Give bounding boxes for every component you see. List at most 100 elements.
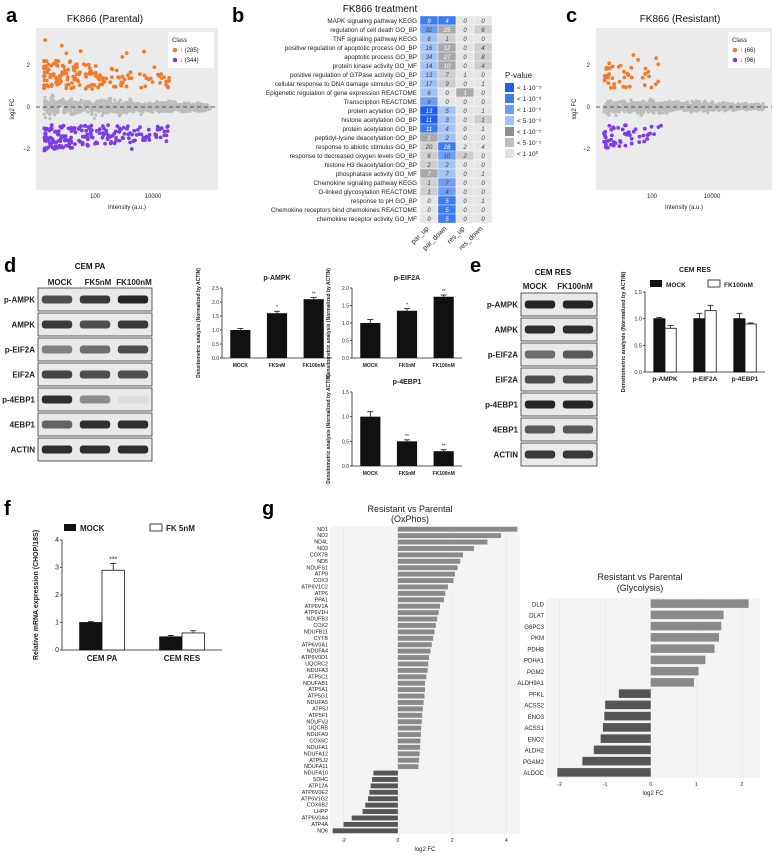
scatter-point-up <box>97 77 102 82</box>
scatter-point-down <box>162 129 167 134</box>
panel-e-western-blot: p-AMPK AMPK p-EIF2A EIF2A p-4EBP1 4EBP1 ACTIN <box>485 292 598 467</box>
y-tick-label: ATP6 <box>315 591 328 597</box>
scatter-point-grey <box>144 103 148 107</box>
panel-b-title: FK866 treatment <box>343 4 418 15</box>
scatter-point-down <box>94 129 99 133</box>
heatmap-cell-value: 4 <box>481 145 485 151</box>
scatter-point-grey <box>622 103 626 107</box>
scatter-point-down <box>56 129 61 134</box>
scatter-point-grey <box>178 107 182 111</box>
blot-band <box>41 295 73 304</box>
scatter-point-up <box>92 83 97 87</box>
blot-protein-label: p-4EBP1 <box>485 401 518 410</box>
scatter-point-grey <box>139 113 143 117</box>
y-tick-label: COX3 <box>313 578 328 584</box>
scatter-point-up <box>116 75 120 79</box>
heatmap-cell-value: 9 <box>427 19 431 25</box>
heatmap-cell-value: 13 <box>426 109 433 115</box>
bar <box>397 719 422 725</box>
heatmap-row-label: MAPK signaling pathway KEGG <box>327 18 417 25</box>
heatmap-row-label: response to abiotic stimulus GO_BP <box>316 144 417 151</box>
scatter-point-grey <box>155 108 159 113</box>
scatter-point-down <box>146 135 151 140</box>
blot-band <box>562 300 594 309</box>
scatter-point-up <box>150 80 155 84</box>
blot-band <box>79 445 111 454</box>
panel-label-b: b <box>232 5 244 27</box>
scatter-point-up <box>75 78 80 83</box>
scatter-point-grey <box>43 116 48 120</box>
scatter-point-up <box>113 84 118 89</box>
scatter-point-up <box>46 84 51 89</box>
blot-strip <box>520 342 598 367</box>
scatter-point-grey <box>639 113 643 117</box>
scatter-point-grey <box>49 98 53 102</box>
heatmap-cell-value: 2 <box>426 163 431 169</box>
blot-protein-label: p-EIF2A <box>5 346 35 355</box>
y-tick-label: NDUFB11 <box>304 629 328 635</box>
scatter-point-up <box>166 85 171 90</box>
panel-label-f: f <box>4 498 11 520</box>
scatter-point-grey <box>620 107 625 111</box>
x-tick-label: 1 <box>695 782 698 788</box>
scatter-point-grey <box>665 103 669 107</box>
scatter-point-grey <box>52 98 56 102</box>
y-tick-label: 0.5 <box>634 343 642 349</box>
y-tick-label: 3 <box>55 565 59 572</box>
scatter-point-grey <box>629 101 634 105</box>
blot-protein-label: p-AMPK <box>487 301 518 310</box>
scatter-point-grey <box>680 102 684 106</box>
blot-strip <box>37 387 153 412</box>
legend-label: < 5·10⁻² <box>517 118 542 125</box>
heatmap-cell-value: 0 <box>445 91 449 97</box>
panel-c-xtick: 100 <box>647 194 658 200</box>
scatter-point-grey <box>51 95 55 99</box>
scatter-point-down <box>141 138 145 143</box>
bar <box>397 744 421 750</box>
bar <box>397 764 419 770</box>
scatter-point-down <box>68 146 73 150</box>
x-tick-label: 4 <box>505 838 508 844</box>
y-tick-label: ND5 <box>317 559 328 565</box>
x-axis-label: log2 FC <box>414 847 436 853</box>
bar <box>230 330 251 358</box>
heatmap-cell-value: 0 <box>481 19 485 25</box>
scatter-point-grey <box>668 101 672 106</box>
panel-e-lane-label: MOCK <box>523 282 548 291</box>
y-tick-label: 0.0 <box>342 356 349 362</box>
scatter-point-grey <box>94 113 98 117</box>
scatter-point-up <box>640 75 645 80</box>
scatter-point-grey <box>123 107 127 111</box>
blot-band <box>79 395 111 404</box>
scatter-point-up <box>646 69 651 74</box>
bar <box>650 644 715 653</box>
heatmap-row-label: positive regulation of apoptotic process… <box>285 45 417 52</box>
heatmap-cell-value: 7 <box>445 172 449 178</box>
scatter-point-up <box>608 85 613 90</box>
scatter-point-grey <box>97 103 101 107</box>
scatter-point-grey <box>717 105 722 109</box>
y-tick-label: 2.0 <box>342 286 349 292</box>
scatter-point-up <box>50 82 54 87</box>
scatter-point-grey <box>160 107 164 112</box>
scatter-point-down <box>131 139 136 143</box>
blot-band <box>117 370 149 379</box>
scatter-point-grey <box>106 99 110 104</box>
legend-label: FK 5nM <box>166 524 195 533</box>
heatmap-cell-value: 11 <box>426 118 432 124</box>
scatter-point-up <box>93 64 98 68</box>
heatmap-cell-value: 13 <box>426 73 433 79</box>
scatter-point-grey <box>723 101 727 105</box>
scatter-point-grey <box>704 105 709 109</box>
heatmap-cell-value: 0 <box>463 163 467 169</box>
scatter-point-up <box>98 82 102 87</box>
scatter-point-up <box>44 78 49 83</box>
significance-mark: ** <box>312 292 316 298</box>
bar <box>397 610 439 616</box>
bar <box>397 680 425 686</box>
scatter-point-down <box>623 123 627 128</box>
heatmap-cell-value: 0 <box>463 190 467 196</box>
scatter-point-grey <box>622 100 626 104</box>
scatter-point-down <box>136 127 140 132</box>
bar <box>397 655 430 660</box>
